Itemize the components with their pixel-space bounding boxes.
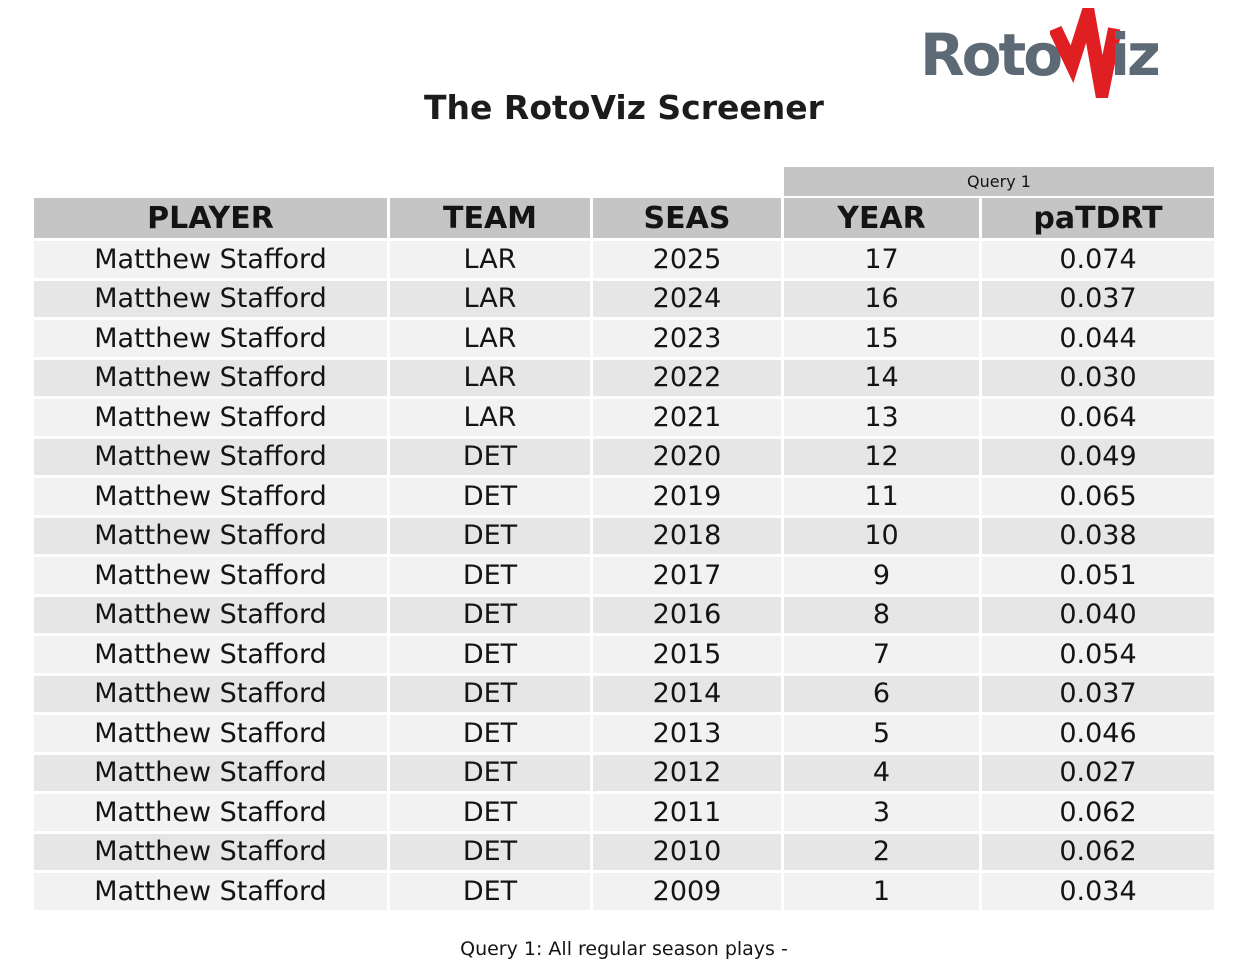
cell-seas: 2021 (593, 399, 781, 436)
cell-seas: 2023 (593, 320, 781, 357)
cell-team: LAR (390, 359, 590, 396)
cell-team: LAR (390, 399, 590, 436)
cell-seas: 2020 (593, 438, 781, 475)
cell-player: Matthew Stafford (34, 675, 387, 712)
cell-patdrt: 0.065 (982, 478, 1214, 515)
cell-team: LAR (390, 241, 590, 278)
cell-team: DET (390, 873, 590, 910)
cell-seas: 2019 (593, 478, 781, 515)
query-group-header: Query 1 (784, 167, 1214, 196)
cell-team: DET (390, 754, 590, 791)
column-header-player: PLAYER (34, 198, 387, 238)
cell-patdrt: 0.051 (982, 557, 1214, 594)
cell-year: 10 (784, 517, 979, 554)
cell-player: Matthew Stafford (34, 241, 387, 278)
cell-year: 8 (784, 596, 979, 633)
cell-team: DET (390, 478, 590, 515)
cell-seas: 2015 (593, 636, 781, 673)
column-header-patdrt: paTDRT (982, 198, 1214, 238)
cell-patdrt: 0.046 (982, 715, 1214, 752)
cell-player: Matthew Stafford (34, 399, 387, 436)
screener-table: Query 1 PLAYER TEAM SEAS YEAR paTDRT Mat… (34, 167, 1214, 910)
cell-player: Matthew Stafford (34, 438, 387, 475)
cell-team: DET (390, 557, 590, 594)
cell-team: DET (390, 794, 590, 831)
cell-seas: 2010 (593, 833, 781, 870)
cell-year: 15 (784, 320, 979, 357)
cell-year: 2 (784, 833, 979, 870)
cell-patdrt: 0.037 (982, 675, 1214, 712)
cell-seas: 2018 (593, 517, 781, 554)
cell-year: 11 (784, 478, 979, 515)
cell-patdrt: 0.049 (982, 438, 1214, 475)
column-header-team: TEAM (390, 198, 590, 238)
cell-patdrt: 0.030 (982, 359, 1214, 396)
cell-seas: 2012 (593, 754, 781, 791)
cell-year: 13 (784, 399, 979, 436)
cell-player: Matthew Stafford (34, 478, 387, 515)
cell-seas: 2022 (593, 359, 781, 396)
cell-player: Matthew Stafford (34, 557, 387, 594)
page-title: The RotoViz Screener (424, 88, 824, 127)
footer-note: Query 1: All regular season plays - (460, 938, 788, 960)
cell-team: DET (390, 715, 590, 752)
column-header-year: YEAR (784, 198, 979, 238)
cell-seas: 2011 (593, 794, 781, 831)
logo-zigzag-v-icon (1050, 8, 1121, 98)
cell-year: 1 (784, 873, 979, 910)
cell-year: 4 (784, 754, 979, 791)
cell-patdrt: 0.038 (982, 517, 1214, 554)
cell-seas: 2009 (593, 873, 781, 910)
cell-player: Matthew Stafford (34, 320, 387, 357)
cell-year: 5 (784, 715, 979, 752)
cell-year: 7 (784, 636, 979, 673)
cell-player: Matthew Stafford (34, 794, 387, 831)
cell-seas: 2024 (593, 280, 781, 317)
cell-player: Matthew Stafford (34, 359, 387, 396)
cell-team: DET (390, 675, 590, 712)
cell-team: LAR (390, 280, 590, 317)
cell-player: Matthew Stafford (34, 754, 387, 791)
cell-year: 12 (784, 438, 979, 475)
cell-player: Matthew Stafford (34, 596, 387, 633)
cell-player: Matthew Stafford (34, 833, 387, 870)
logo-text-roto: Roto (920, 21, 1063, 89)
cell-seas: 2017 (593, 557, 781, 594)
cell-year: 9 (784, 557, 979, 594)
cell-team: DET (390, 833, 590, 870)
cell-patdrt: 0.040 (982, 596, 1214, 633)
cell-patdrt: 0.034 (982, 873, 1214, 910)
cell-patdrt: 0.062 (982, 794, 1214, 831)
cell-seas: 2016 (593, 596, 781, 633)
cell-patdrt: 0.054 (982, 636, 1214, 673)
cell-seas: 2025 (593, 241, 781, 278)
cell-team: DET (390, 517, 590, 554)
cell-year: 17 (784, 241, 979, 278)
cell-player: Matthew Stafford (34, 715, 387, 752)
cell-year: 14 (784, 359, 979, 396)
column-header-seas: SEAS (593, 198, 781, 238)
cell-team: DET (390, 636, 590, 673)
cell-patdrt: 0.062 (982, 833, 1214, 870)
cell-patdrt: 0.027 (982, 754, 1214, 791)
table-grid: PLAYER TEAM SEAS YEAR paTDRT Matthew Sta… (34, 198, 1214, 910)
cell-patdrt: 0.064 (982, 399, 1214, 436)
cell-team: DET (390, 438, 590, 475)
cell-year: 6 (784, 675, 979, 712)
rotoviz-logo: Roto iz (920, 8, 1161, 98)
cell-player: Matthew Stafford (34, 636, 387, 673)
cell-seas: 2013 (593, 715, 781, 752)
cell-player: Matthew Stafford (34, 517, 387, 554)
cell-seas: 2014 (593, 675, 781, 712)
cell-player: Matthew Stafford (34, 280, 387, 317)
cell-patdrt: 0.044 (982, 320, 1214, 357)
cell-team: DET (390, 596, 590, 633)
cell-team: LAR (390, 320, 590, 357)
cell-player: Matthew Stafford (34, 873, 387, 910)
logo-text-iz: iz (1110, 21, 1161, 89)
cell-year: 16 (784, 280, 979, 317)
cell-patdrt: 0.037 (982, 280, 1214, 317)
cell-patdrt: 0.074 (982, 241, 1214, 278)
cell-year: 3 (784, 794, 979, 831)
